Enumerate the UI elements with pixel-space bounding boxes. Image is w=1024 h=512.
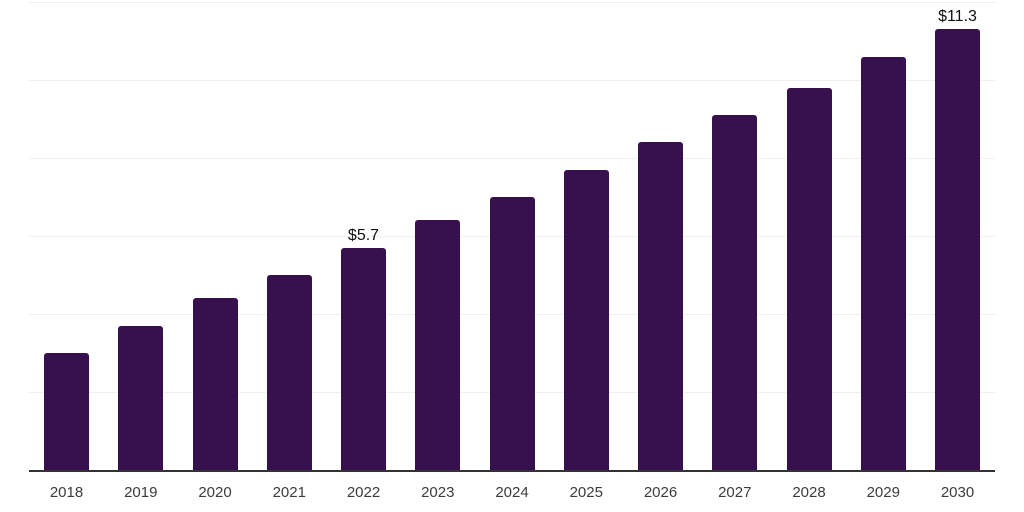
- x-tick-2030: 2030: [940, 484, 975, 501]
- bar-2018: [44, 353, 89, 470]
- bar-2027: [712, 115, 758, 470]
- x-tick-2027: 2027: [718, 484, 752, 501]
- value-label-2030: $11.3: [938, 8, 977, 26]
- x-tick-2018: 2018: [49, 484, 84, 501]
- bar-2025: [563, 169, 609, 470]
- x-axis-line: [29, 470, 995, 472]
- x-tick-2025: 2025: [569, 484, 603, 501]
- bar-2029: [860, 56, 906, 470]
- bar-2023: [415, 220, 461, 470]
- value-label-2022: $5.7: [347, 226, 380, 244]
- x-tick-2023: 2023: [421, 484, 455, 501]
- x-tick-2029: 2029: [866, 484, 900, 501]
- bar-2022: [341, 247, 386, 470]
- bar-2026: [638, 142, 683, 470]
- x-tick-2021: 2021: [272, 484, 306, 501]
- x-tick-2020: 2020: [198, 484, 232, 501]
- gridline-12: [29, 2, 995, 3]
- bar-2020: [192, 298, 238, 470]
- x-tick-2019: 2019: [124, 484, 158, 501]
- bar-2019: [118, 325, 164, 470]
- bar-2021: [266, 275, 312, 470]
- x-tick-2026: 2026: [643, 484, 678, 501]
- x-tick-2024: 2024: [495, 484, 529, 501]
- gridline-10: [29, 80, 995, 81]
- bar-2024: [489, 197, 535, 470]
- gridline-8: [29, 158, 995, 159]
- x-tick-2022: 2022: [346, 484, 381, 501]
- bar-2030: [935, 29, 980, 470]
- bar-2028: [786, 87, 832, 470]
- x-tick-2028: 2028: [792, 484, 826, 501]
